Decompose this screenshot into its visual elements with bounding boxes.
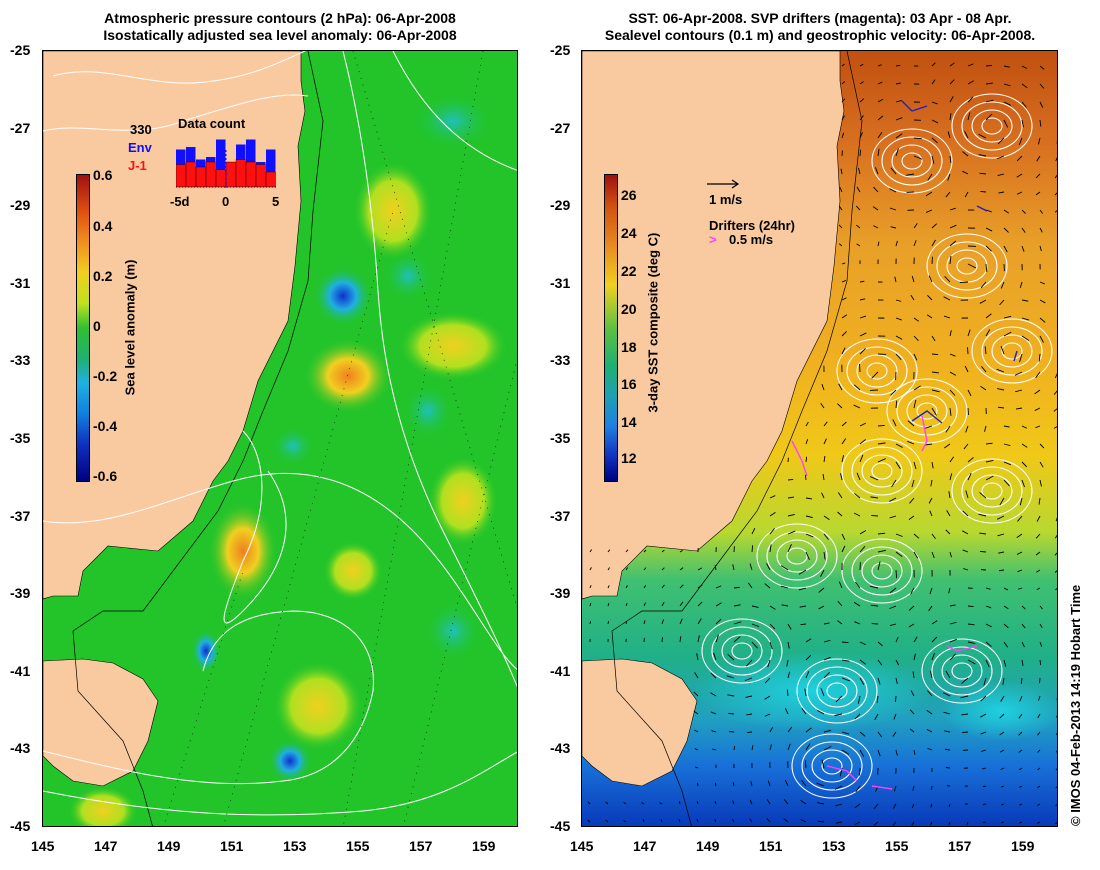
latitude-tick-label: -45 (10, 818, 31, 834)
sst-tick: 20 (621, 301, 637, 317)
sea-level-anomaly-map[interactable] (42, 50, 518, 827)
sst-map[interactable] (581, 50, 1058, 827)
left-title-line1: Atmospheric pressure contours (2 hPa): 0… (104, 10, 456, 26)
latitude-tick-label: -37 (550, 507, 571, 524)
latitude-tick-label: -31 (550, 274, 571, 291)
sla-tick: 0 (93, 318, 101, 334)
histogram-xtick: 0 (222, 194, 230, 209)
latitude-tick-label: -43 (10, 740, 31, 757)
velocity-scale-arrow (707, 179, 740, 189)
sst-tick: 12 (621, 450, 637, 466)
sst-tick: 24 (621, 225, 637, 241)
latitude-tick-label: -41 (550, 662, 571, 679)
latitude-tick-label: -35 (550, 430, 571, 446)
longitude-tick-label: 149 (696, 838, 720, 854)
env-series-label: Env (128, 140, 152, 155)
latitude-tick-label: -45 (550, 818, 571, 834)
data-count-title: Data count (178, 116, 246, 131)
longitude-tick-label: 147 (633, 838, 657, 854)
longitude-tick-label: 157 (948, 838, 972, 854)
latitude-tick-label: -29 (550, 197, 571, 214)
sst-tick: 22 (621, 263, 637, 279)
sst-tick: 26 (621, 187, 637, 203)
latitude-tick-label: -31 (10, 274, 31, 291)
sst-colorbar-label: 3-day SST composite (deg C) (645, 232, 661, 413)
longitude-tick-label: 159 (472, 838, 496, 854)
right-title-line1: SST: 06-Apr-2008. SVP drifters (magenta)… (628, 10, 1012, 26)
longitude-tick-label: 153 (822, 838, 846, 854)
right-title-line2: Sealevel contours (0.1 m) and geostrophi… (604, 27, 1036, 43)
mainland-australia (43, 51, 306, 600)
longitude-tick-label: 153 (283, 838, 307, 854)
sla-colorbar-label: Sea level anomaly (m) (122, 259, 138, 396)
longitude-tick-label: 151 (759, 838, 783, 854)
longitude-tick-label: 147 (94, 838, 118, 854)
sla-colorbar (76, 174, 90, 482)
tasmania (43, 658, 159, 787)
latitude-tick-label: -39 (550, 585, 571, 602)
latitude-tick-label: -43 (550, 740, 571, 757)
latitude-tick-label: -41 (10, 662, 31, 679)
histogram-xtick: -5d (170, 194, 190, 209)
latitude-tick-label: -37 (10, 507, 31, 524)
longitude-tick-label: 155 (885, 838, 909, 854)
velocity-scale-label: 1 m/s (709, 192, 743, 207)
longitude-tick-label: 145 (570, 838, 594, 854)
longitude-tick-label: 159 (1011, 838, 1035, 854)
sst-tick: 18 (621, 339, 637, 355)
sla-tick: 0.2 (93, 268, 113, 284)
sla-tick: 0.6 (93, 167, 113, 183)
latitude-tick-label: -39 (10, 585, 31, 602)
latitude-tick-label: -25 (550, 42, 571, 58)
longitude-tick-label: 151 (220, 838, 244, 854)
latitude-tick-label: -33 (550, 352, 571, 369)
data-count-number: 330 (130, 122, 152, 137)
longitude-tick-label: 145 (31, 838, 55, 854)
latitude-tick-label: -27 (10, 119, 31, 136)
drifter-scale-label: 0.5 m/s (729, 232, 774, 247)
sla-tick: -0.2 (93, 368, 118, 384)
sla-tick: -0.4 (93, 418, 118, 434)
latitude-tick-label: -25 (10, 42, 31, 58)
sst-tick: 14 (621, 414, 637, 430)
credit-text: © IMOS 04-Feb-2013 14:19 Hobart Time (1068, 584, 1083, 826)
drifters-title: Drifters (24hr) (709, 218, 795, 233)
latitude-tick-label: -33 (10, 352, 31, 369)
j1-series-label: J-1 (128, 158, 147, 173)
data-count-histogram (176, 139, 276, 190)
sla-tick: -0.6 (93, 468, 118, 484)
histogram-xtick: 5 (272, 194, 280, 209)
longitude-tick-label: 149 (157, 838, 181, 854)
latitude-tick-label: -35 (10, 430, 31, 446)
latitude-tick-label: -29 (10, 197, 31, 214)
tasmania-sst (582, 658, 698, 787)
sst-tick: 16 (621, 376, 637, 392)
longitude-tick-label: 155 (346, 838, 370, 854)
mainland-australia-sst (582, 51, 845, 600)
drifter-scale-symbol: > (709, 232, 717, 247)
sla-tick: 0.4 (93, 218, 113, 234)
left-title-line2: Isostatically adjusted sea level anomaly… (103, 27, 457, 43)
latitude-tick-label: -27 (550, 119, 571, 136)
sst-colorbar (604, 174, 618, 482)
longitude-tick-label: 157 (409, 838, 433, 854)
